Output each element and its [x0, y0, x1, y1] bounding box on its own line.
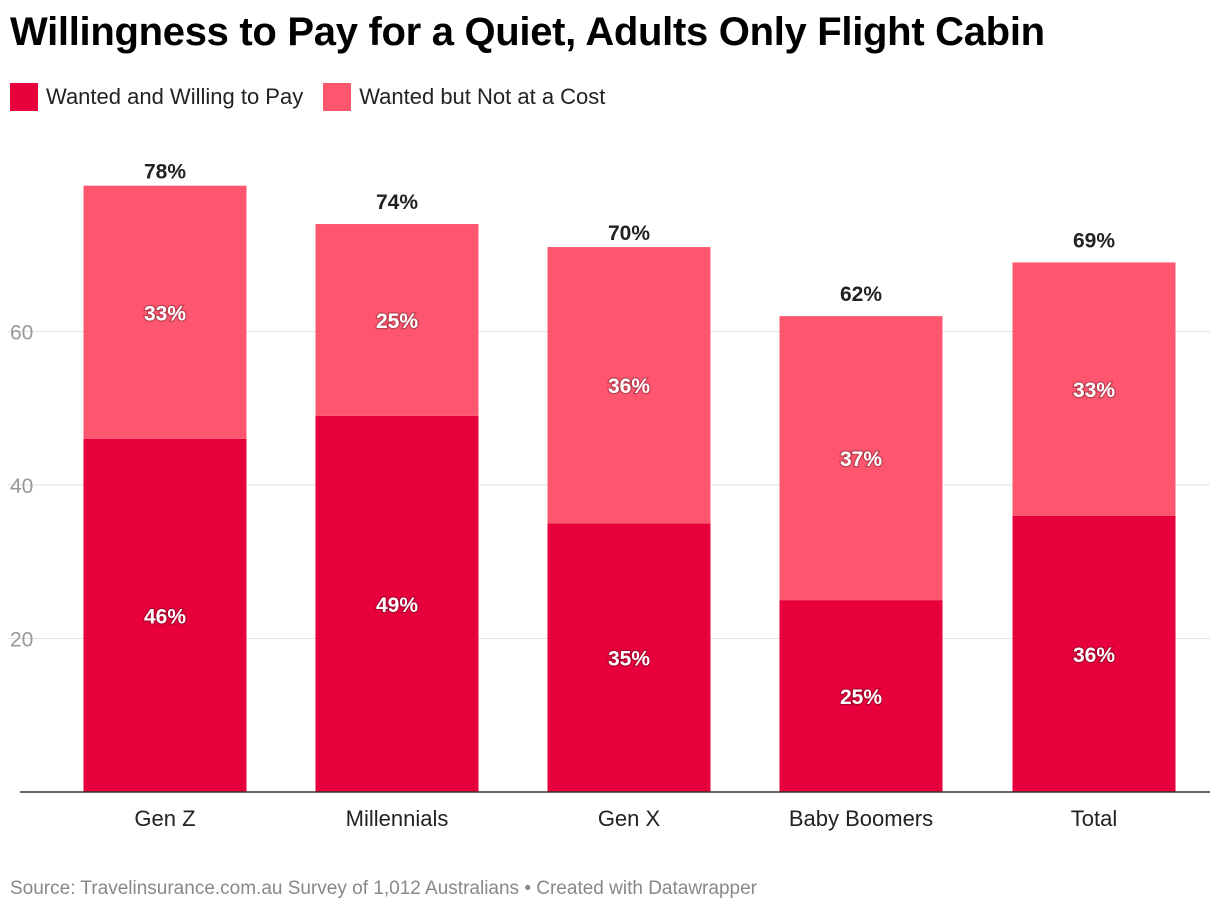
- x-tick-label-1: Millennials: [346, 806, 449, 831]
- source-note: Source: Travelinsurance.com.au Survey of…: [10, 878, 757, 899]
- y-tick-label-40: 40: [10, 475, 33, 498]
- bar-not-at-cost-3: [779, 316, 943, 601]
- total-label-4: 69%: [1073, 229, 1115, 252]
- bar-label-not-at-cost-0: 33%: [144, 302, 186, 325]
- bar-label-willing-3: 25%: [840, 686, 882, 709]
- legend-item-not-at-cost: Wanted but Not at a Cost: [323, 83, 605, 111]
- y-tick-label-20: 20: [10, 629, 33, 652]
- total-label-2: 70%: [608, 222, 650, 245]
- total-label-0: 78%: [144, 160, 186, 183]
- bar-label-willing-2: 35%: [608, 648, 650, 671]
- bar-label-willing-1: 49%: [376, 594, 418, 617]
- y-tick-label-60: 60: [10, 322, 33, 345]
- total-label-1: 74%: [376, 191, 418, 214]
- legend-swatch-not-at-cost: [323, 83, 352, 111]
- x-tick-label-3: Baby Boomers: [789, 806, 933, 831]
- bar-label-not-at-cost-4: 33%: [1073, 379, 1115, 402]
- bar-not-at-cost-0: [83, 185, 247, 439]
- bar-not-at-cost-1: [315, 224, 479, 416]
- bar-willing-4: [1012, 515, 1176, 792]
- legend: Wanted and Willing to Pay Wanted but Not…: [10, 83, 625, 111]
- x-tick-label-2: Gen X: [598, 806, 661, 831]
- bar-not-at-cost-2: [547, 247, 711, 524]
- bar-willing-0: [83, 438, 247, 792]
- legend-label-not-at-cost: Wanted but Not at a Cost: [359, 84, 606, 109]
- legend-swatch-willing: [10, 83, 38, 111]
- legend-label-willing: Wanted and Willing to Pay: [46, 84, 304, 109]
- chart-title: Willingness to Pay for a Quiet, Adults O…: [10, 10, 1045, 54]
- bar-label-willing-4: 36%: [1073, 644, 1115, 667]
- bar-label-not-at-cost-1: 25%: [376, 310, 418, 333]
- bar-willing-2: [547, 523, 711, 792]
- bar-willing-1: [315, 415, 479, 792]
- bar-label-not-at-cost-2: 36%: [608, 375, 650, 398]
- bar-label-not-at-cost-3: 37%: [840, 448, 882, 471]
- bar-label-willing-0: 46%: [144, 605, 186, 628]
- bar-willing-3: [779, 600, 943, 792]
- x-tick-label-4: Total: [1071, 806, 1117, 831]
- x-tick-label-0: Gen Z: [134, 806, 195, 831]
- total-label-3: 62%: [840, 283, 882, 306]
- bar-not-at-cost-4: [1012, 262, 1176, 516]
- legend-item-willing: Wanted and Willing to Pay: [10, 83, 303, 111]
